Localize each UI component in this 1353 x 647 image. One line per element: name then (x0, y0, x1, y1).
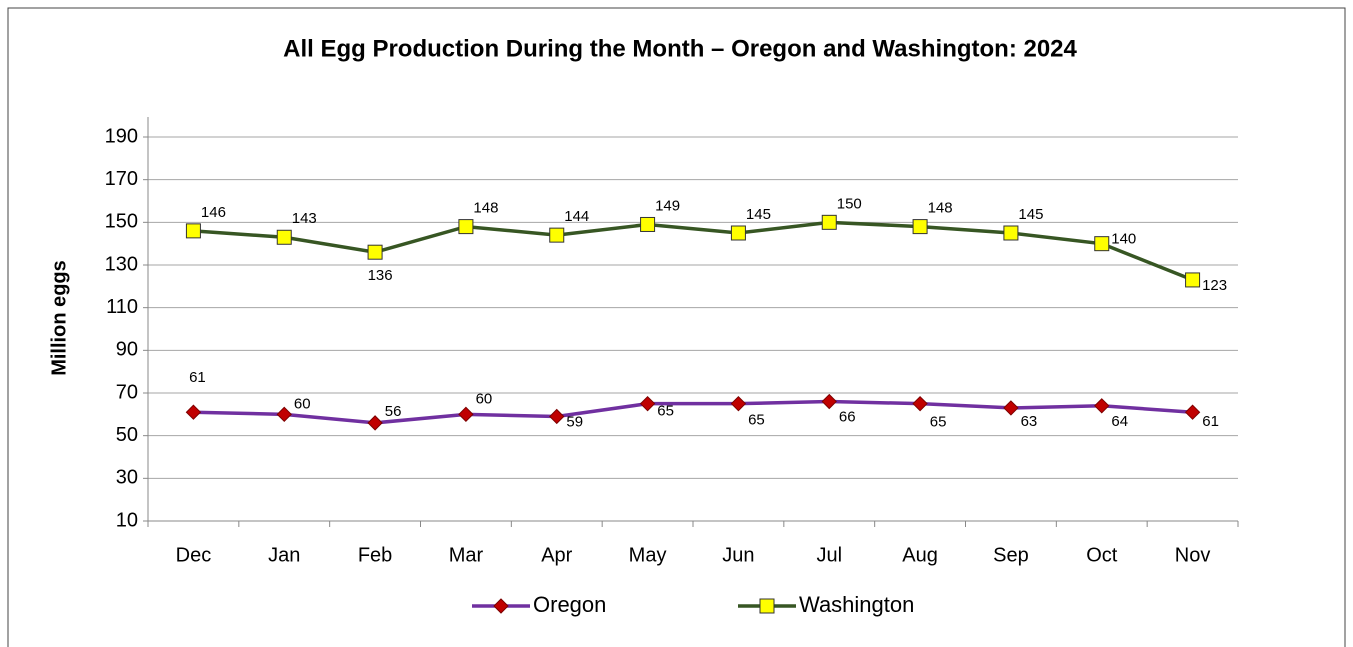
data-point (821, 393, 837, 410)
data-label: 145 (746, 206, 771, 223)
legend-marker (493, 598, 509, 614)
series-line (193, 220, 1194, 282)
data-point (639, 395, 656, 412)
x-tick-label: Nov (1175, 544, 1211, 566)
data-point (367, 244, 383, 260)
data-label: 148 (928, 200, 953, 217)
x-tick-label: Oct (1086, 544, 1118, 566)
x-tick-label: Sep (993, 544, 1029, 566)
data-label: 59 (566, 413, 583, 430)
chart-frame (7, 7, 1346, 647)
data-label: 60 (476, 390, 493, 407)
legend-label: Washington (799, 592, 914, 617)
x-tick-label: Apr (541, 544, 572, 566)
data-label: 61 (1202, 413, 1219, 430)
y-tick-label: 110 (106, 296, 138, 318)
data-label: 144 (564, 208, 589, 225)
data-label: 146 (201, 204, 226, 221)
data-point (185, 404, 202, 420)
y-tick-label: 130 (105, 253, 138, 275)
data-label: 61 (189, 369, 206, 386)
data-point (1003, 225, 1019, 241)
data-point (185, 223, 201, 239)
data-point (640, 216, 656, 232)
data-point (549, 227, 565, 243)
data-point (458, 219, 474, 235)
data-point (730, 395, 747, 412)
y-tick-label: 50 (116, 424, 138, 446)
data-label: 66 (839, 409, 856, 426)
x-tick-label: Dec (176, 544, 212, 566)
data-point (821, 214, 837, 230)
data-label: 65 (657, 403, 674, 420)
x-tick-label: Jul (816, 544, 842, 566)
data-point (912, 219, 928, 235)
data-label: 65 (748, 412, 765, 429)
y-tick-label: 10 (116, 509, 138, 531)
x-tick-label: Jun (722, 544, 754, 566)
y-tick-label: 30 (116, 467, 138, 489)
data-label: 56 (385, 403, 402, 420)
data-label: 140 (1111, 231, 1136, 248)
data-point (1003, 400, 1019, 416)
data-label: 150 (837, 195, 862, 212)
data-label: 64 (1111, 413, 1128, 430)
y-tick-label: 90 (116, 339, 138, 361)
data-label: 143 (292, 210, 317, 227)
x-tick-label: Mar (449, 544, 484, 566)
data-point (912, 395, 928, 412)
chart-title: All Egg Production During the Month – Or… (283, 35, 1077, 62)
series-line (193, 399, 1193, 425)
y-tick-label: 150 (105, 211, 138, 233)
data-label: 123 (1202, 277, 1227, 294)
data-point (1094, 236, 1110, 252)
data-point (276, 229, 292, 245)
data-label: 136 (368, 267, 393, 284)
x-tick-label: Feb (358, 544, 392, 566)
data-point (458, 406, 474, 423)
data-point (549, 408, 565, 425)
data-point (1185, 272, 1201, 288)
data-point (730, 225, 746, 241)
data-point (1094, 398, 1110, 414)
data-label: 60 (294, 395, 311, 412)
legend-marker (759, 598, 775, 614)
x-tick-label: Aug (902, 544, 938, 566)
data-point (367, 415, 383, 431)
x-tick-label: May (629, 544, 667, 566)
y-axis-label: Million eggs (48, 260, 70, 376)
data-label: 145 (1018, 206, 1043, 223)
y-tick-label: 170 (105, 168, 138, 190)
data-label: 65 (930, 414, 947, 431)
x-tick-label: Jan (268, 544, 300, 566)
data-label: 63 (1021, 413, 1038, 430)
y-tick-label: 70 (116, 381, 138, 403)
y-tick-label: 190 (105, 125, 138, 147)
data-point (1184, 404, 1201, 420)
data-point (276, 406, 292, 423)
data-label: 148 (473, 200, 498, 217)
legend-label: Oregon (533, 592, 606, 617)
data-label: 149 (655, 197, 680, 214)
